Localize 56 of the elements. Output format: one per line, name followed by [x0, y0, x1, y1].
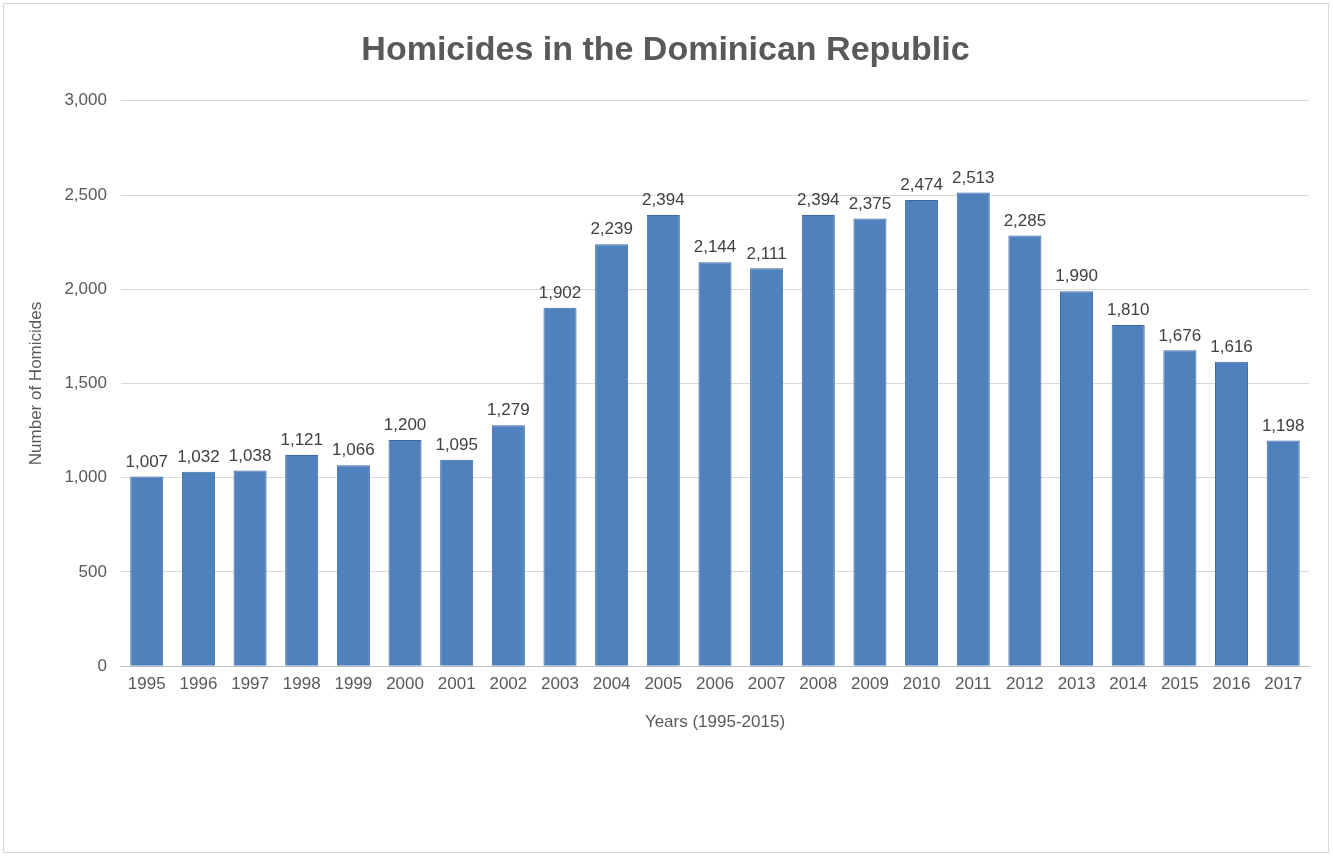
data-label: 1,066 [332, 440, 375, 460]
x-tick-label: 1996 [179, 674, 218, 694]
x-tick-label: 1998 [282, 674, 321, 694]
x-tick-label: 2001 [437, 674, 476, 694]
x-axis-title: Years (1995-2015) [644, 712, 786, 732]
chart-title: Homicides in the Dominican Republic [361, 28, 970, 67]
data-label: 1,990 [1055, 266, 1098, 286]
data-label: 1,198 [1261, 415, 1305, 435]
x-tick-label: 2006 [696, 674, 734, 694]
data-label: 2,239 [590, 219, 633, 239]
data-label: 1,279 [487, 400, 530, 420]
x-tick-label: 1995 [127, 674, 166, 694]
x-tick-label: 2005 [644, 674, 683, 694]
data-label: 1,200 [383, 415, 427, 435]
x-tick-label: 2016 [1212, 674, 1251, 694]
data-label: 1,676 [1158, 325, 1202, 345]
x-tick-label: 2003 [541, 674, 579, 694]
y-tick-label: 2,500 [64, 184, 107, 204]
data-label: 2,144 [693, 237, 737, 257]
data-label: 1,616 [1210, 336, 1253, 356]
x-tick-label: 2008 [799, 674, 838, 694]
x-tick-label: 2010 [902, 674, 941, 694]
data-label: 1,095 [435, 435, 478, 455]
x-tick-label: 2002 [489, 674, 528, 694]
x-tick-label: 2014 [1109, 674, 1148, 694]
x-tick-label: 1997 [231, 674, 269, 694]
y-tick-label: 2,000 [64, 278, 107, 298]
data-label: 1,902 [538, 282, 582, 302]
data-label: 1,032 [177, 446, 220, 466]
data-label: 2,394 [642, 190, 685, 210]
x-tick-label: 2009 [851, 674, 889, 694]
data-label: 1,038 [228, 445, 272, 465]
x-tick-label: 1999 [334, 674, 373, 694]
x-tick-label: 2000 [386, 674, 424, 694]
data-label: 2,513 [951, 167, 995, 187]
data-label: 1,810 [1106, 300, 1150, 320]
x-tick-label: 2004 [592, 674, 631, 694]
x-tick-label: 2017 [1264, 674, 1303, 694]
data-label: 2,375 [848, 193, 892, 213]
x-tick-label: 2013 [1057, 674, 1096, 694]
x-tick-label: 2011 [954, 674, 992, 694]
x-tick-label: 2012 [1005, 674, 1044, 694]
y-tick-label: 1,000 [64, 467, 107, 487]
data-label: 1,007 [125, 451, 169, 471]
data-label: 2,394 [797, 190, 840, 210]
y-tick-label: 500 [78, 561, 107, 581]
data-label: 2,111 [746, 243, 787, 263]
y-tick-label: 1,500 [64, 373, 107, 393]
data-label: 2,474 [900, 175, 943, 195]
y-tick-label: 3,000 [64, 90, 107, 110]
data-label: 1,121 [280, 430, 324, 450]
data-label: 2,285 [1003, 210, 1047, 230]
y-axis-title: Number of Homicides [25, 301, 45, 466]
x-tick-label: 2007 [747, 674, 786, 694]
x-tick-label: 2015 [1160, 674, 1199, 694]
y-tick-label: 0 [97, 655, 107, 675]
